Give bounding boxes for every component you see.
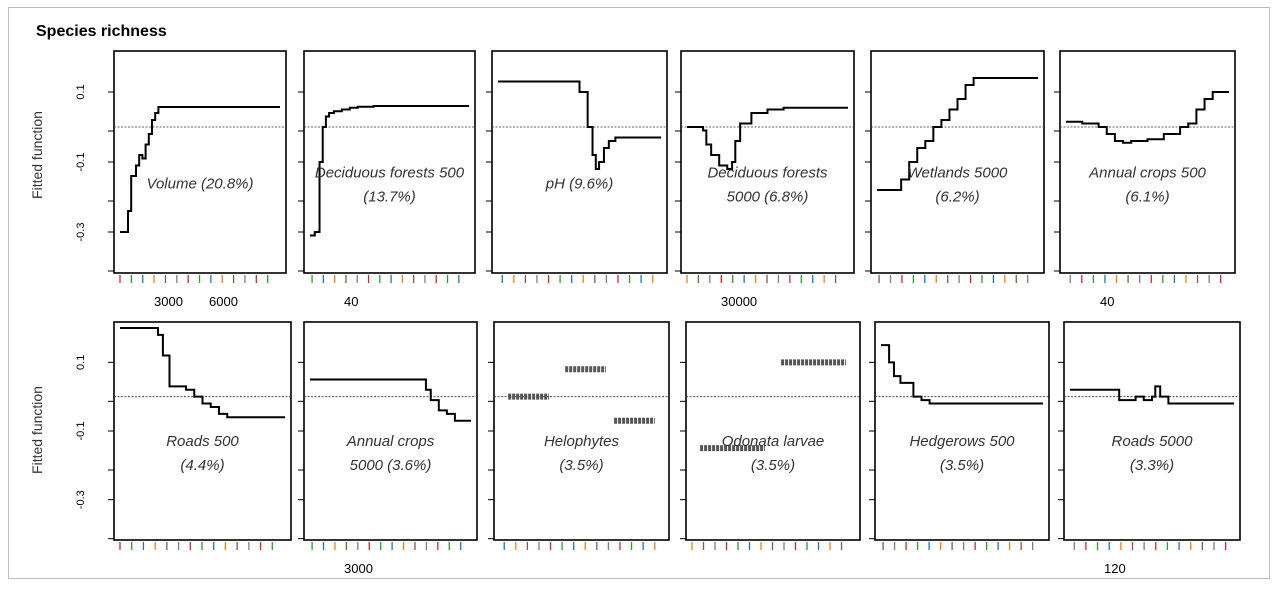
panel-8: 3000 Annual crops 5000 (3.6%) <box>298 321 478 576</box>
fitted-line <box>498 80 661 170</box>
panel-label: (3.5%) <box>559 457 603 474</box>
x-tick-label: 30000 <box>721 294 757 309</box>
panel-label: Volume (20.8%) <box>147 176 254 193</box>
y-tick-label: -0.1 <box>75 153 87 172</box>
x-tick-label: 40 <box>1100 294 1114 309</box>
x-tick-label: 6000 <box>209 294 238 309</box>
panel-frame <box>303 321 478 541</box>
panel-label: (6.1%) <box>1125 189 1169 206</box>
panel-frame <box>113 50 287 274</box>
x-tick-label: 3000 <box>154 294 183 309</box>
panel-4: 30000 Deciduous forests 5000 (6.8%) <box>675 50 855 309</box>
fitted-line <box>881 344 1043 405</box>
panel-label: Annual crops <box>346 433 435 450</box>
y-tick-label: 0.1 <box>75 355 87 370</box>
figure-title: Species richness <box>36 23 167 40</box>
fitted-line <box>1066 91 1229 144</box>
fitted-line <box>1070 385 1234 405</box>
fitted-line <box>877 77 1038 191</box>
panel-label: 5000 (6.8%) <box>727 189 809 206</box>
panel-9: Helophytes (3.5%) <box>488 321 670 550</box>
x-tick-label: 3000 <box>344 561 373 576</box>
fitted-line <box>120 327 285 419</box>
panel-label: Wetlands 5000 <box>908 165 1008 182</box>
panel-label: (3.5%) <box>940 457 984 474</box>
panel-1: 0.1 -0.1 -0.3 3000 6000 Volume (20.8%) <box>75 50 287 309</box>
panel-label: (13.7%) <box>363 189 416 206</box>
panel-10: Odonata larvae (3.5%) <box>680 321 861 550</box>
panel-label: Deciduous forests 500 <box>315 165 465 182</box>
x-tick-label: 120 <box>1104 561 1126 576</box>
figure-border <box>8 7 1270 579</box>
fitted-line <box>310 105 469 237</box>
panel-label: (4.4%) <box>180 457 224 474</box>
panel-label: (3.3%) <box>1130 457 1174 474</box>
panel-12: 120 Roads 5000 (3.3%) <box>1058 321 1241 576</box>
y-axis-label-row-2: Fitted function <box>29 386 45 474</box>
x-tick-label: 40 <box>344 294 358 309</box>
y-tick-label: -0.1 <box>75 422 87 441</box>
panel-frame <box>113 321 292 541</box>
panel-label: (3.5%) <box>751 457 795 474</box>
panel-3: pH (9.6%) <box>486 50 668 283</box>
panel-label: Roads 500 <box>166 433 239 450</box>
panel-2: 40 Deciduous forests 500 (13.7%) <box>298 50 476 309</box>
panel-5: Wetlands 5000 (6.2%) <box>865 50 1045 283</box>
y-axis-label-row-1: Fitted function <box>29 111 45 199</box>
panel-label: pH (9.6%) <box>545 176 614 193</box>
fitted-line <box>310 378 471 422</box>
panel-7: 0.1 -0.1 -0.3 Roads 500 (4.4%) <box>75 321 292 550</box>
y-tick-label: 0.1 <box>75 84 87 99</box>
panel-label: Helophytes <box>544 433 620 450</box>
y-tick-label: -0.3 <box>75 223 87 242</box>
panel-label: Hedgerows 500 <box>909 433 1015 450</box>
fitted-line <box>687 106 848 170</box>
panel-label: Odonata larvae <box>722 433 825 450</box>
panel-frame <box>685 321 861 541</box>
y-tick-label: -0.3 <box>75 490 87 509</box>
panel-label: Roads 5000 <box>1112 433 1194 450</box>
panel-frame <box>680 50 855 274</box>
panel-6: 40 Annual crops 500 (6.1%) <box>1054 50 1236 309</box>
panel-label: Annual crops 500 <box>1088 165 1206 182</box>
panel-frame <box>874 321 1050 541</box>
panel-frame <box>1063 321 1241 541</box>
panel-label: Deciduous forests <box>707 165 828 182</box>
panel-label: 5000 (3.6%) <box>350 457 432 474</box>
panel-label: (6.2%) <box>935 189 979 206</box>
panel-frame <box>303 50 476 274</box>
fitted-line <box>120 106 280 233</box>
panel-11: Hedgerows 500 (3.5%) <box>869 321 1050 550</box>
